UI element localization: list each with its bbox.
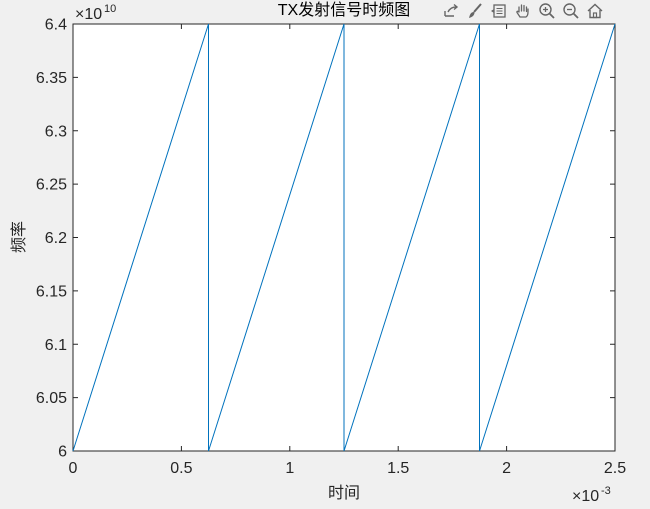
x-tick-label: 0.5 [170, 460, 192, 477]
y-axis-title: 频率 [10, 221, 28, 253]
y-axis: 6 6.05 6.1 6.15 6.2 6.25 6.3 6.35 6.4 [36, 17, 615, 461]
y-tick-label: 6.05 [36, 390, 67, 407]
brush-icon [469, 3, 482, 18]
pan-hand-icon [516, 4, 529, 18]
y-tick-label: 6.4 [45, 17, 67, 34]
x-tick-label: 2 [502, 460, 511, 477]
pan-button[interactable] [512, 0, 534, 22]
y-tick-label: 6.3 [45, 123, 67, 140]
home-button[interactable] [584, 0, 606, 22]
data-tips-icon [491, 4, 506, 18]
home-icon [587, 3, 603, 19]
y-tick-label: 6.15 [36, 283, 67, 300]
chart-title: TX发射信号时频图 [278, 1, 410, 19]
x-tick-label: 1.5 [387, 460, 409, 477]
x-exponent: -3 [601, 485, 611, 497]
zoom-in-icon [539, 3, 555, 19]
x-tick-label: 0 [69, 460, 78, 477]
x-tick-label: 2.5 [604, 460, 626, 477]
x-axis-title: 时间 [328, 484, 360, 502]
x-exponent-label: ×10 [572, 488, 599, 505]
x-axis: 0 0.5 1 1.5 2 2.5 [69, 24, 626, 477]
y-exponent: 10 [104, 3, 116, 15]
zoom-out-button[interactable] [560, 0, 582, 22]
y-tick-label: 6.25 [36, 177, 67, 194]
y-tick-label: 6.2 [45, 230, 67, 247]
series-layer [72, 23, 616, 452]
axes-toolbar [440, 0, 606, 22]
y-exponent-label: ×10 [75, 6, 102, 23]
series-line [72, 23, 616, 452]
brush-button[interactable] [464, 0, 486, 22]
y-tick-label: 6.35 [36, 70, 67, 87]
zoom-in-button[interactable] [536, 0, 558, 22]
export-button[interactable] [440, 0, 462, 22]
export-icon [444, 3, 459, 17]
y-tick-label: 6.1 [45, 337, 67, 354]
zoom-out-icon [563, 3, 579, 19]
y-tick-label: 6 [58, 444, 67, 461]
x-tick-label: 1 [285, 460, 294, 477]
data-tips-button[interactable] [488, 0, 510, 22]
